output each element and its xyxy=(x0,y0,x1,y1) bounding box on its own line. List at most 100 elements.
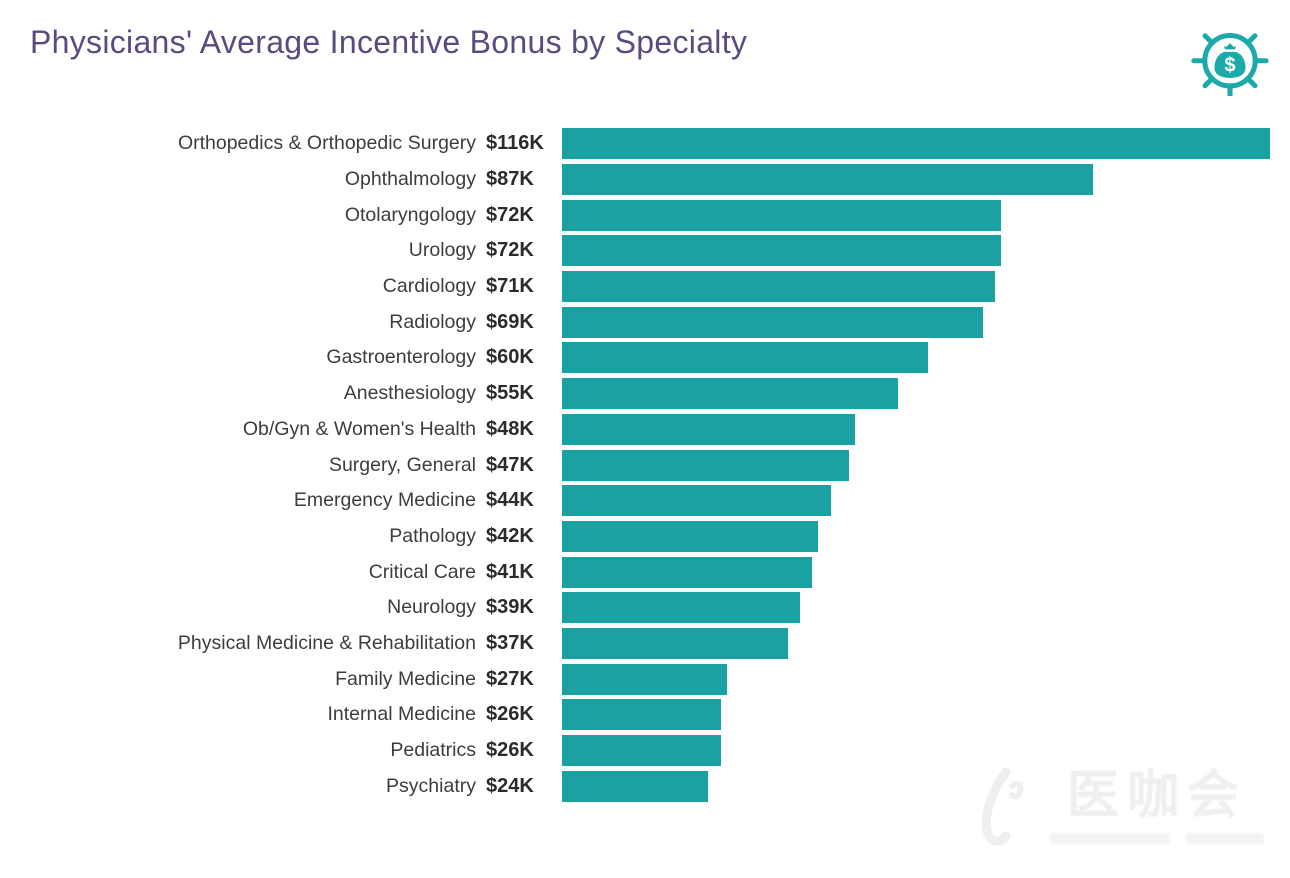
value-label: $47K xyxy=(486,453,534,476)
bar xyxy=(562,342,929,374)
bar xyxy=(562,699,721,731)
bar xyxy=(562,556,813,588)
chart-row: Cardiology $71K xyxy=(0,269,1270,305)
bar xyxy=(562,378,898,410)
category-label: Anesthesiology xyxy=(343,382,476,405)
chart-row: Critical Care $41K xyxy=(0,554,1270,590)
value-label: $26K xyxy=(486,739,534,762)
chart-row: Ob/Gyn & Women's Health $48K xyxy=(0,412,1270,448)
category-label: Pediatrics xyxy=(390,739,476,762)
chart-row: Family Medicine $27K xyxy=(0,661,1270,697)
bar xyxy=(562,592,801,624)
value-label: $42K xyxy=(486,524,534,547)
chart-row: Otolaryngology $72K xyxy=(0,197,1270,233)
page-title: Physicians' Average Incentive Bonus by S… xyxy=(30,24,748,60)
value-label: $39K xyxy=(486,596,534,619)
chart-row: Neurology $39K xyxy=(0,590,1270,626)
value-label: $55K xyxy=(486,382,534,405)
value-label: $116K xyxy=(486,132,544,155)
bar-track xyxy=(562,128,1270,160)
bar-track xyxy=(562,199,1270,231)
value-label: $27K xyxy=(486,667,534,690)
category-label: Family Medicine xyxy=(335,667,476,690)
bar-track xyxy=(562,735,1270,767)
watermark-subtext xyxy=(1050,833,1264,845)
value-label: $41K xyxy=(486,560,534,583)
category-label: Critical Care xyxy=(368,560,476,583)
category-label: Cardiology xyxy=(382,275,476,298)
category-label: Psychiatry xyxy=(386,774,476,797)
category-label: Ob/Gyn & Women's Health xyxy=(242,417,476,440)
bar xyxy=(562,627,788,659)
value-label: $69K xyxy=(486,310,534,333)
bar xyxy=(562,520,819,552)
chart-row: Orthopedics & Orthopedic Surgery $116K xyxy=(0,126,1270,162)
bar xyxy=(562,271,996,303)
chart-row: Internal Medicine $26K xyxy=(0,697,1270,733)
bar xyxy=(562,413,855,445)
value-label: $24K xyxy=(486,774,534,797)
bar-track xyxy=(562,592,1270,624)
incentive-bonus-bar-chart: Orthopedics & Orthopedic Surgery $116K O… xyxy=(0,126,1290,804)
bar xyxy=(562,199,1002,231)
chart-row: Emergency Medicine $44K xyxy=(0,483,1270,519)
chart-row: Surgery, General $47K xyxy=(0,447,1270,483)
category-label: Surgery, General xyxy=(328,453,476,476)
bar-track xyxy=(562,342,1270,374)
bar xyxy=(562,770,709,802)
value-label: $44K xyxy=(486,489,534,512)
bar xyxy=(562,235,1002,267)
chart-row: Physical Medicine & Rehabilitation $37K xyxy=(0,626,1270,662)
bar-track xyxy=(562,627,1270,659)
bar-track xyxy=(562,770,1270,802)
category-label: Physical Medicine & Rehabilitation xyxy=(177,631,476,654)
value-label: $26K xyxy=(486,703,534,726)
chart-row: Urology $72K xyxy=(0,233,1270,269)
bar-track xyxy=(562,699,1270,731)
value-label: $72K xyxy=(486,239,534,262)
bar-track xyxy=(562,556,1270,588)
bar xyxy=(562,449,849,481)
bar xyxy=(562,306,984,338)
chart-row: Pathology $42K xyxy=(0,519,1270,555)
bar-track xyxy=(562,663,1270,695)
svg-text:$: $ xyxy=(1224,55,1235,77)
chart-row: Gastroenterology $60K xyxy=(0,340,1270,376)
header: Physicians' Average Incentive Bonus by S… xyxy=(0,0,1290,110)
bar-track xyxy=(562,235,1270,267)
bar-track xyxy=(562,271,1270,303)
bar xyxy=(562,663,727,695)
bar xyxy=(562,128,1270,160)
category-label: Radiology xyxy=(389,310,476,333)
chart-row: Anesthesiology $55K xyxy=(0,376,1270,412)
chart-row: Radiology $69K xyxy=(0,304,1270,340)
value-label: $87K xyxy=(486,168,534,191)
bar-track xyxy=(562,413,1270,445)
category-label: Otolaryngology xyxy=(344,203,476,226)
bar-track xyxy=(562,164,1270,196)
money-bag-gauge-icon: $ xyxy=(1191,33,1269,96)
bar xyxy=(562,164,1093,196)
category-label: Internal Medicine xyxy=(327,703,477,726)
value-label: $48K xyxy=(486,417,534,440)
bar-track xyxy=(562,306,1270,338)
chart-row: Pediatrics $26K xyxy=(0,733,1270,769)
category-label: Ophthalmology xyxy=(344,168,476,191)
bar xyxy=(562,735,721,767)
value-label: $37K xyxy=(486,631,534,654)
bar-track xyxy=(562,378,1270,410)
chart-row: Ophthalmology $87K xyxy=(0,162,1270,198)
value-label: $72K xyxy=(486,203,534,226)
category-label: Emergency Medicine xyxy=(293,489,476,512)
bar-track xyxy=(562,520,1270,552)
value-label: $71K xyxy=(486,275,534,298)
watermark-subtext-word xyxy=(1186,833,1264,845)
category-label: Neurology xyxy=(387,596,476,619)
bar-track xyxy=(562,485,1270,517)
category-label: Orthopedics & Orthopedic Surgery xyxy=(177,132,476,155)
chart-row: Psychiatry $24K xyxy=(0,768,1270,804)
value-label: $60K xyxy=(486,346,534,369)
category-label: Urology xyxy=(408,239,476,262)
bar-track xyxy=(562,449,1270,481)
bar xyxy=(562,485,831,517)
